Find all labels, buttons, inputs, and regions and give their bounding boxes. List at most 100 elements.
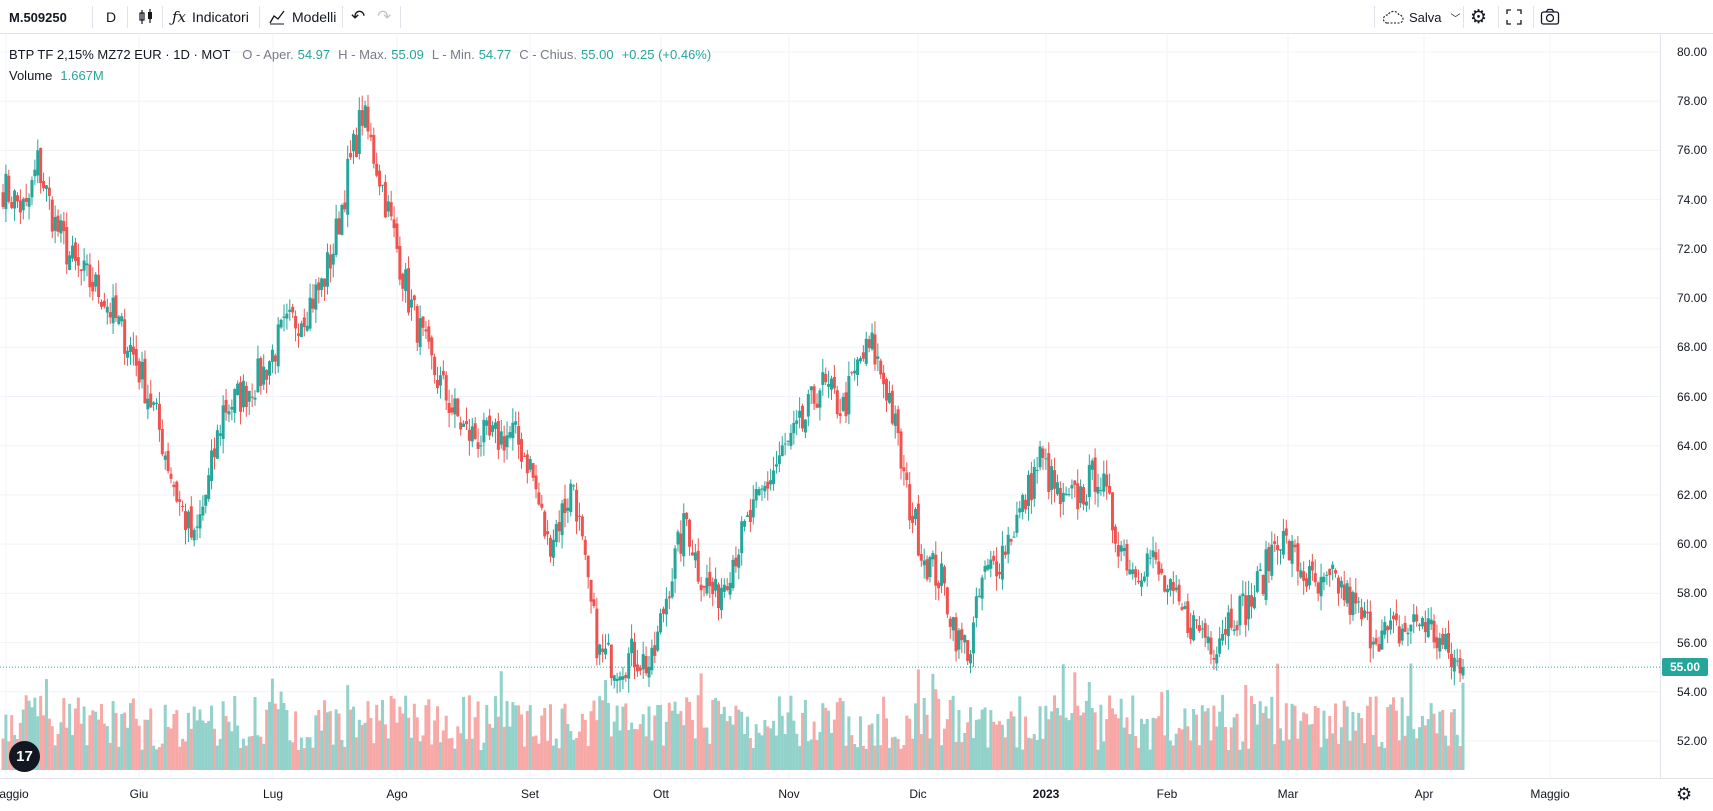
volume-bar xyxy=(282,702,286,770)
volume-bar xyxy=(1322,710,1326,770)
volume-bar xyxy=(236,725,240,770)
candle xyxy=(960,629,964,641)
volume-bar xyxy=(456,726,460,770)
candle xyxy=(1221,633,1225,641)
volume-bar xyxy=(829,732,833,770)
candle xyxy=(1110,492,1114,531)
volume-bar xyxy=(757,732,761,770)
volume-bar xyxy=(1015,747,1019,770)
snapshot-button[interactable] xyxy=(1540,0,1560,34)
volume-bar xyxy=(71,735,75,770)
volume-bar xyxy=(1139,718,1143,770)
candle xyxy=(479,445,483,447)
volume-bar xyxy=(418,741,422,770)
tradingview-logo[interactable]: 17 xyxy=(9,741,40,772)
volume-bar xyxy=(606,702,610,770)
volume-bar xyxy=(719,714,723,770)
symbol-search-button[interactable]: M.509250 xyxy=(9,0,67,34)
volume-bar xyxy=(279,691,283,770)
candle xyxy=(325,252,329,287)
price-chart[interactable] xyxy=(0,34,1660,778)
volume-bar xyxy=(879,745,883,770)
indicators-button[interactable]: ƒx Indicatori xyxy=(172,0,249,34)
settings-button[interactable]: ⚙ xyxy=(1470,0,1487,34)
volume-bar xyxy=(1189,740,1193,770)
redo-icon: ↷ xyxy=(377,7,392,26)
candle xyxy=(745,515,749,517)
volume-bar xyxy=(664,721,668,770)
volume-bar xyxy=(853,743,857,770)
volume-bar xyxy=(1290,703,1294,770)
candle xyxy=(259,358,263,386)
volume-bar xyxy=(693,738,697,770)
volume-bar xyxy=(882,696,886,770)
candle xyxy=(621,676,625,680)
candle xyxy=(1015,514,1019,533)
volume-bar xyxy=(473,717,477,770)
templates-button[interactable]: Modelli xyxy=(268,0,336,34)
volume-bar xyxy=(1435,733,1439,770)
volume-bar xyxy=(517,705,521,770)
volume-bar xyxy=(120,714,124,770)
candle xyxy=(722,584,726,592)
volume-bar xyxy=(604,679,608,770)
candle xyxy=(285,313,289,319)
axis-settings-icon[interactable]: ⚙ xyxy=(1676,784,1693,804)
save-button[interactable]: Salva ﹀ xyxy=(1382,0,1461,34)
volume-bar xyxy=(30,707,34,770)
candle xyxy=(1270,544,1274,576)
symbol-label: M.509250 xyxy=(9,9,67,25)
volume-bar xyxy=(1206,708,1210,770)
volume-bar xyxy=(1334,703,1338,770)
candle xyxy=(1279,549,1282,551)
candle xyxy=(772,470,776,485)
redo-button[interactable]: ↷ xyxy=(377,0,391,34)
candle xyxy=(1273,541,1277,544)
candle xyxy=(140,361,144,380)
volume-bar xyxy=(789,695,793,770)
volume-bar xyxy=(783,733,787,770)
volume-bar xyxy=(815,739,819,770)
volume-bar xyxy=(682,725,686,770)
candle xyxy=(664,598,668,615)
candle xyxy=(563,498,567,514)
candle xyxy=(615,678,619,682)
price-tick: 56.00 xyxy=(1676,635,1707,650)
volume-bar xyxy=(470,738,474,770)
candle xyxy=(911,515,915,524)
candle xyxy=(580,516,584,537)
fullscreen-button[interactable] xyxy=(1505,0,1523,34)
volume-bar xyxy=(740,711,744,770)
volume-bar xyxy=(1363,743,1367,770)
chart-type-button[interactable] xyxy=(137,0,155,34)
candle xyxy=(682,513,686,557)
volume-bar xyxy=(1247,748,1251,770)
chart-legend: BTP TF 2,15% MZ72 EUR · 1D · MOT O - Ape… xyxy=(9,44,715,86)
interval-button[interactable]: D xyxy=(104,0,118,34)
price-tick: 72.00 xyxy=(1676,241,1707,256)
time-axis[interactable]: ⚙ aggio Giu Lug Ago Set Ott Nov Dic 2023 Feb Mar Ap… xyxy=(0,778,1713,811)
volume-bar xyxy=(1415,738,1419,770)
volume-bar xyxy=(186,712,190,770)
candle xyxy=(633,641,637,668)
volume-bar xyxy=(780,715,784,770)
volume-bar xyxy=(1223,726,1227,770)
volume-bar xyxy=(890,737,894,770)
volume-bar xyxy=(1426,719,1430,770)
volume-bar xyxy=(207,720,211,770)
volume-bar xyxy=(1336,743,1340,770)
candle xyxy=(241,380,245,408)
candle xyxy=(763,485,767,492)
candle xyxy=(1447,633,1451,653)
volume-bar xyxy=(772,720,776,770)
volume-bar xyxy=(966,722,970,770)
candle xyxy=(1429,619,1433,625)
candle xyxy=(1119,545,1123,552)
volume-bar xyxy=(803,699,807,770)
price-axis[interactable]: 80.00 78.00 76.00 74.00 72.00 70.00 68.00 66.00… xyxy=(1660,34,1713,778)
volume-bar xyxy=(273,703,277,770)
candle xyxy=(149,393,153,408)
undo-button[interactable]: ↶ xyxy=(351,0,365,34)
candle xyxy=(1021,494,1025,512)
volume-bar xyxy=(520,714,524,770)
